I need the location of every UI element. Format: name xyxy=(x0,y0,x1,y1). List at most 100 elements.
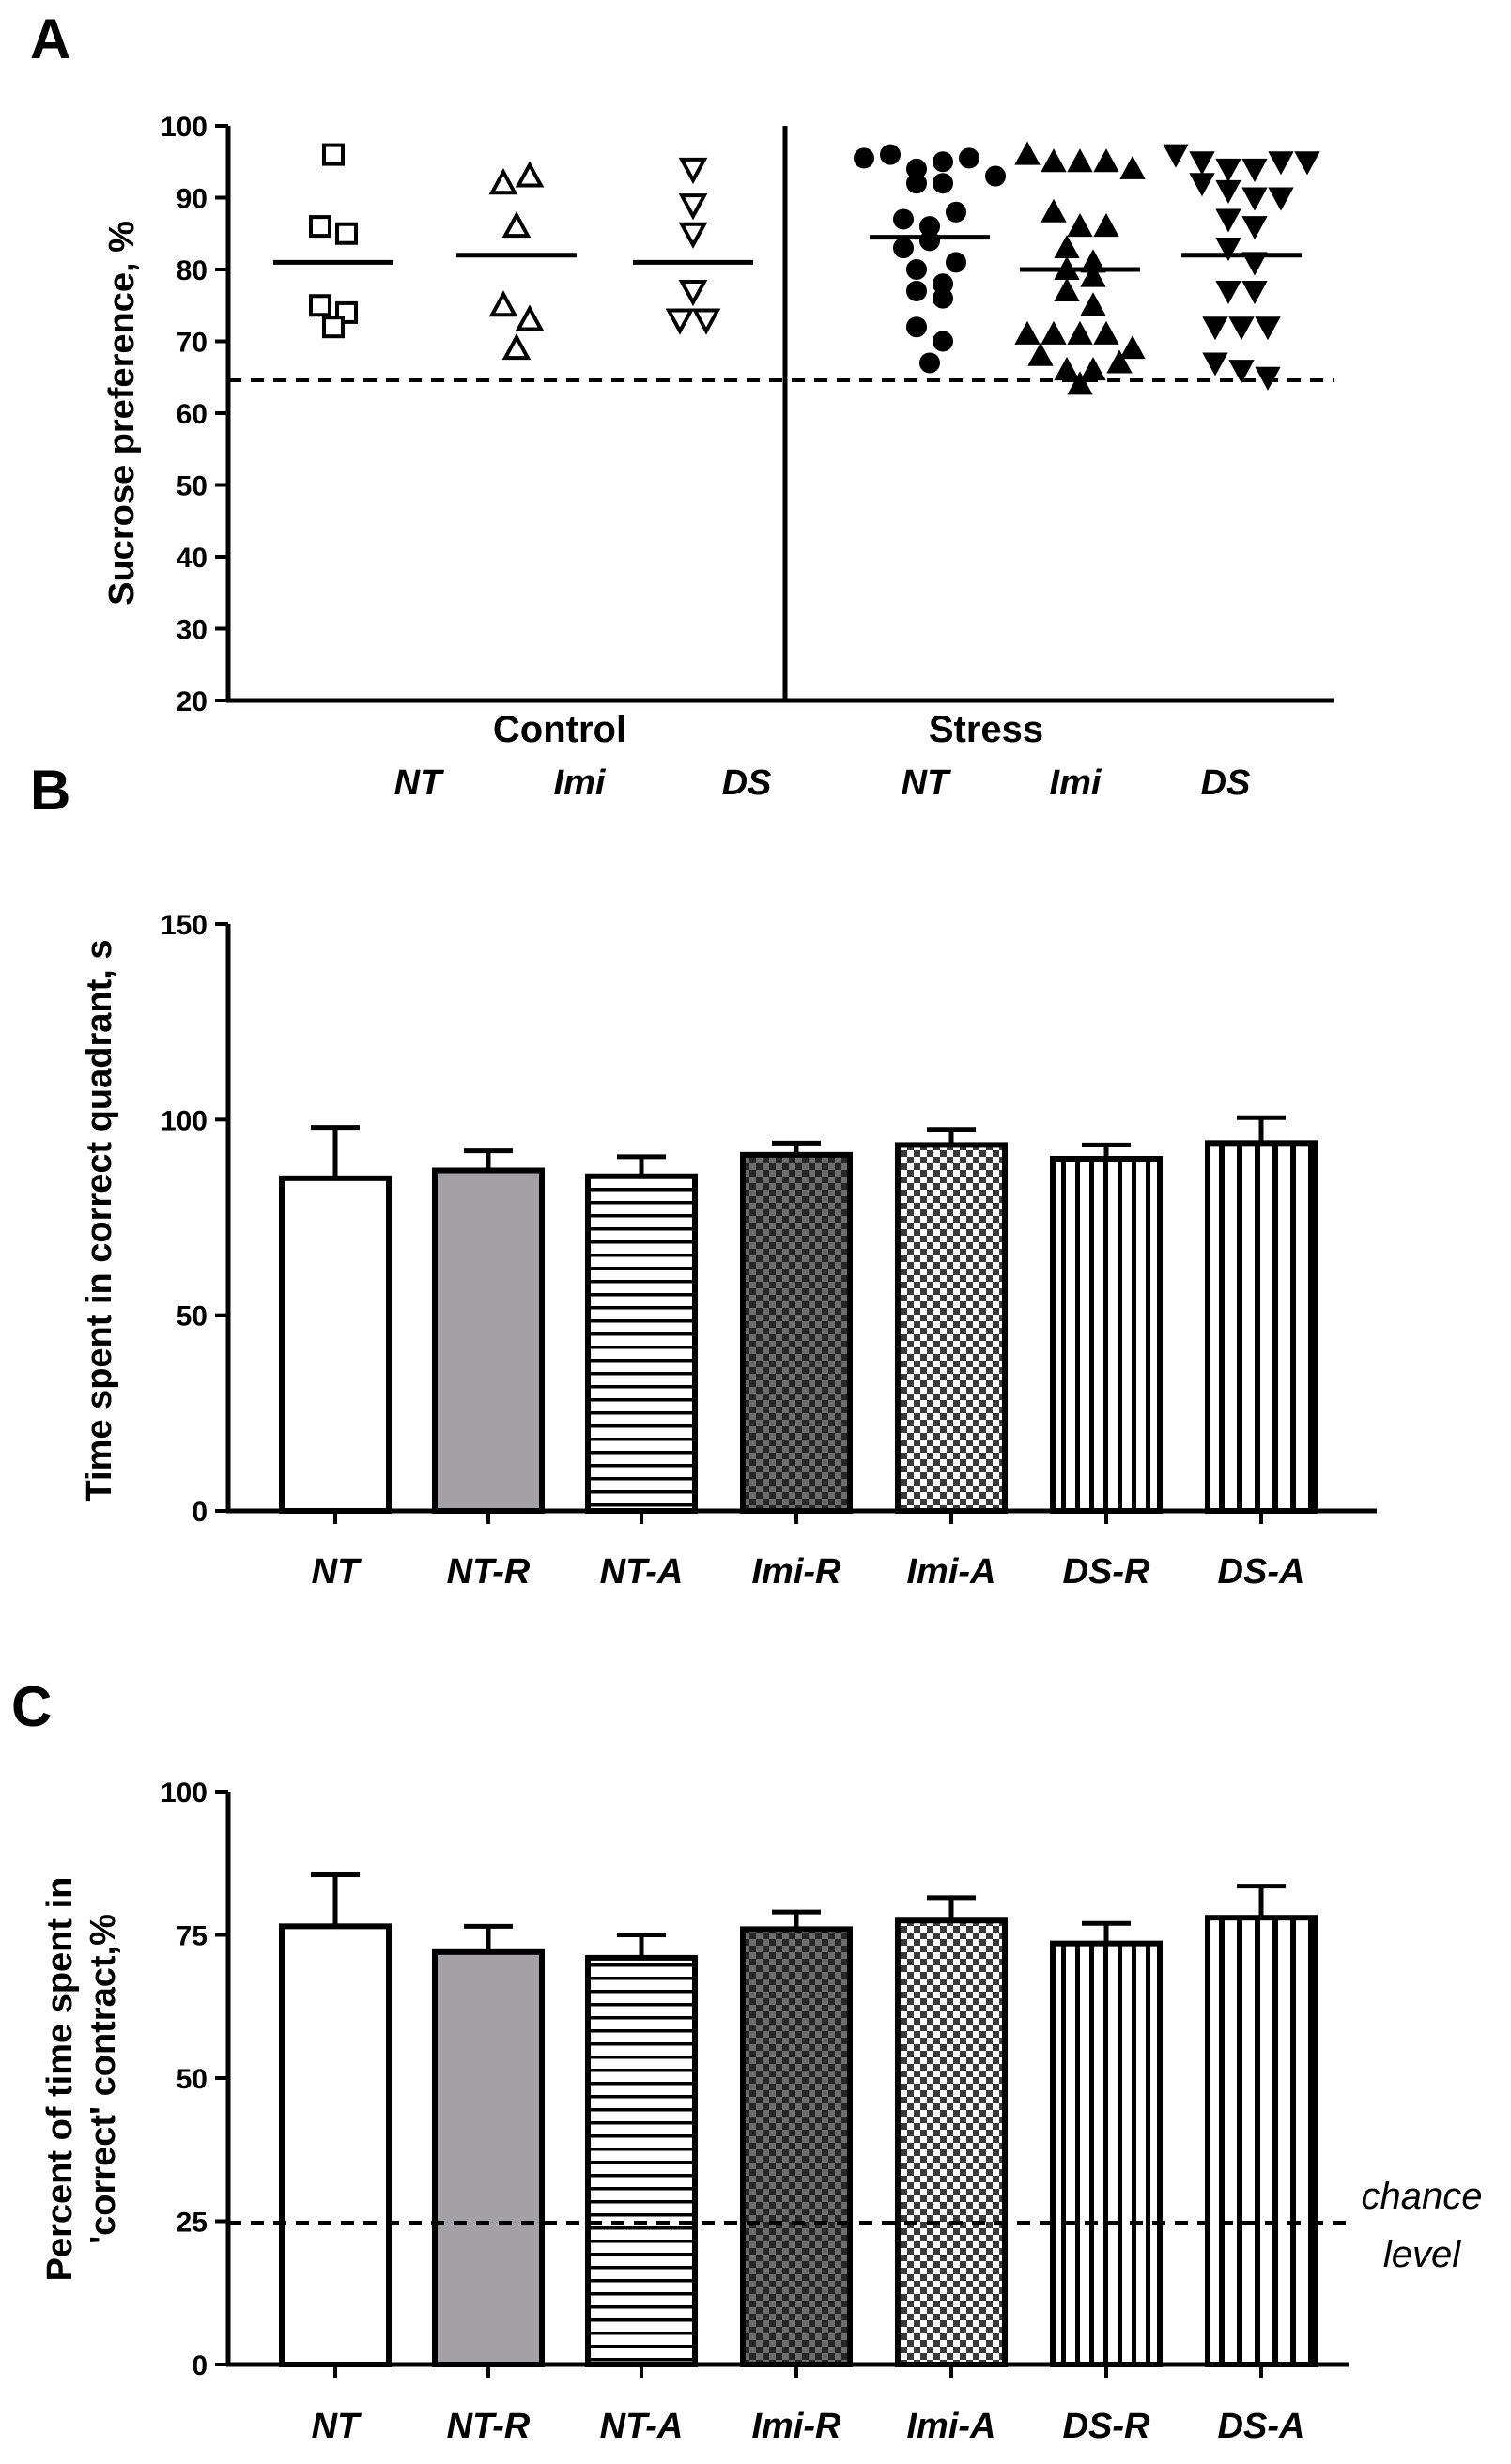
data-point-circle xyxy=(933,151,953,173)
panel-a-letter: A xyxy=(30,8,70,70)
panel-c-y-axis: 0 25 50 75 100 xyxy=(161,1778,228,2381)
bar-imi-r xyxy=(740,1926,853,2367)
data-point-triangle-up xyxy=(501,332,532,361)
data-point-triangle-up xyxy=(1093,148,1119,173)
panel-a-y-tick-label: 70 xyxy=(177,328,208,359)
panel-c-x-axis: NT NT-R NT-A Imi-R Imi-A DS-R DS-A xyxy=(312,2364,1305,2446)
category-label-imi-r: Imi-R xyxy=(752,2407,842,2446)
bar-nt-a xyxy=(585,1954,698,2367)
group-label-stress: Stress xyxy=(929,709,1043,750)
category-label-ds-a: DS-A xyxy=(1218,2407,1305,2446)
data-point-triangle-up xyxy=(1054,277,1080,301)
data-point-triangle-down xyxy=(678,222,708,249)
panel-b-y-tick-label: 50 xyxy=(177,1301,208,1332)
data-point-square xyxy=(322,316,345,339)
data-point-triangle-down xyxy=(1294,151,1320,176)
data-point-triangle-up xyxy=(1027,342,1054,366)
bar-ds-r xyxy=(1050,1156,1163,1514)
data-point-circle xyxy=(946,252,966,273)
panel-b-letter: B xyxy=(30,759,70,822)
panel-a-y-tick-label: 30 xyxy=(177,615,208,646)
panel-a-y-tick-label: 50 xyxy=(177,471,208,502)
data-point-circle xyxy=(906,173,927,194)
bar-nt-r xyxy=(432,1167,545,1514)
data-point-triangle-up xyxy=(488,168,518,195)
category-label-nt-r: NT-R xyxy=(447,1552,531,1592)
data-point-triangle-up xyxy=(1014,141,1041,165)
data-point-triangle-down xyxy=(678,157,708,185)
data-point-triangle-down xyxy=(1255,316,1281,341)
category-label-ds-r: DS-R xyxy=(1063,2407,1150,2446)
category-label-nt: NT xyxy=(312,2407,362,2446)
data-point-triangle-down xyxy=(1163,144,1189,168)
data-point-triangle-down xyxy=(1228,316,1255,341)
bar-nt-a xyxy=(585,1173,698,1514)
data-point-triangle-up xyxy=(1080,292,1106,316)
panel-a-y-label: Sucrose preference, % xyxy=(102,221,142,606)
data-point-triangle-up xyxy=(1080,357,1106,381)
category-label-imi-a: Imi-A xyxy=(907,1552,996,1592)
data-point-triangle-down xyxy=(1215,280,1241,305)
data-point-triangle-up xyxy=(1041,320,1067,345)
data-point-triangle-up xyxy=(1067,148,1093,173)
data-point-triangle-down xyxy=(1241,158,1268,182)
panel-c-y-tick-label: 50 xyxy=(177,2064,208,2095)
panel-a-x-axis: NT Imi DS NT Imi DS xyxy=(394,763,1251,803)
data-point-triangle-down xyxy=(1215,158,1241,182)
data-point-square xyxy=(322,143,345,166)
data-point-triangle-up xyxy=(501,210,532,239)
data-point-triangle-up xyxy=(1119,335,1146,360)
bar-imi-a xyxy=(895,1917,1008,2367)
category-label-nt-r: NT-R xyxy=(447,2407,531,2446)
panel-c-y-tick-label: 25 xyxy=(177,2208,208,2239)
data-point-circle xyxy=(933,331,953,352)
data-point-circle xyxy=(906,259,927,280)
data-point-triangle-up xyxy=(1014,320,1041,345)
data-point-circle xyxy=(985,165,1006,187)
category-label-nt: NT xyxy=(394,763,444,803)
category-label-ds: DS xyxy=(1201,763,1251,803)
panel-b-y-tick-label: 0 xyxy=(192,1497,208,1528)
panel-a-y-tick-label: 100 xyxy=(161,112,208,143)
data-point-triangle-down xyxy=(1215,238,1241,262)
data-point-triangle-up xyxy=(1067,371,1093,395)
bar-ds-a xyxy=(1205,1140,1318,1515)
panel-b-y-axis: 0 50 100 150 xyxy=(161,910,228,1528)
category-label-ds: DS xyxy=(722,763,772,803)
data-point-triangle-down xyxy=(1268,151,1294,176)
data-point-triangle-up xyxy=(1041,148,1067,173)
category-label-nt: NT xyxy=(902,763,951,803)
data-point-triangle-up xyxy=(1067,320,1093,345)
data-point-triangle-down xyxy=(678,279,708,307)
bar-nt-r xyxy=(432,1948,545,2368)
panel-a-y-tick-label: 90 xyxy=(177,184,208,215)
bar-imi-a xyxy=(895,1142,1008,1514)
data-point-circle xyxy=(919,352,940,374)
panel-c-y-label-line1: Percent of time spent in xyxy=(40,1877,80,2282)
data-point-circle xyxy=(919,230,940,252)
category-label-imi-a: Imi-A xyxy=(907,2407,996,2446)
panel-b: B 0 50 100 150 NT NT-R NT-A Imi-R Imi-A DS-R DS-A… xyxy=(30,759,1377,1592)
data-point-triangle-down xyxy=(665,308,695,335)
data-point-triangle-down xyxy=(1189,173,1215,197)
category-label-nt-a: NT-A xyxy=(600,1552,684,1592)
panel-a-points xyxy=(273,141,1320,395)
panel-c-bars xyxy=(279,1871,1318,2368)
panel-a-y-tick-label: 20 xyxy=(177,686,208,717)
bar-ds-r xyxy=(1050,1940,1163,2367)
data-point-triangle-down xyxy=(1241,187,1268,211)
group-label-control: Control xyxy=(493,709,626,750)
data-point-square xyxy=(309,215,331,239)
data-point-triangle-down xyxy=(1241,216,1268,240)
data-point-triangle-up xyxy=(1106,349,1133,374)
bar-nt xyxy=(279,1175,392,1515)
data-point-circle xyxy=(906,280,927,301)
panel-a-y-tick-label: 80 xyxy=(177,255,208,286)
panel-a-y-tick-label: 40 xyxy=(177,543,208,574)
panel-a-y-tick-label: 60 xyxy=(177,399,208,430)
data-point-triangle-down xyxy=(1241,280,1268,305)
category-label-imi: Imi xyxy=(1050,763,1102,803)
data-point-circle xyxy=(933,287,953,309)
data-point-triangle-up xyxy=(1054,357,1080,381)
